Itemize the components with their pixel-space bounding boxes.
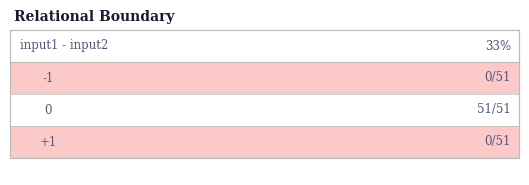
Text: 33%: 33% (485, 40, 511, 53)
Bar (10, 30, 519, 62)
Text: 0/51: 0/51 (485, 135, 511, 149)
Text: 51/51: 51/51 (477, 103, 511, 117)
Text: 0/51: 0/51 (485, 71, 511, 85)
Text: +1: +1 (39, 135, 57, 149)
Bar (10, 62, 519, 94)
Bar (10, 30, 519, 158)
Text: -1: -1 (42, 71, 53, 85)
Bar (10, 30, 519, 158)
Text: input1 - input2: input1 - input2 (20, 40, 108, 53)
Text: Relational Boundary: Relational Boundary (14, 10, 175, 24)
Text: 0: 0 (44, 103, 52, 117)
Bar (10, 126, 519, 158)
Bar (10, 94, 519, 126)
